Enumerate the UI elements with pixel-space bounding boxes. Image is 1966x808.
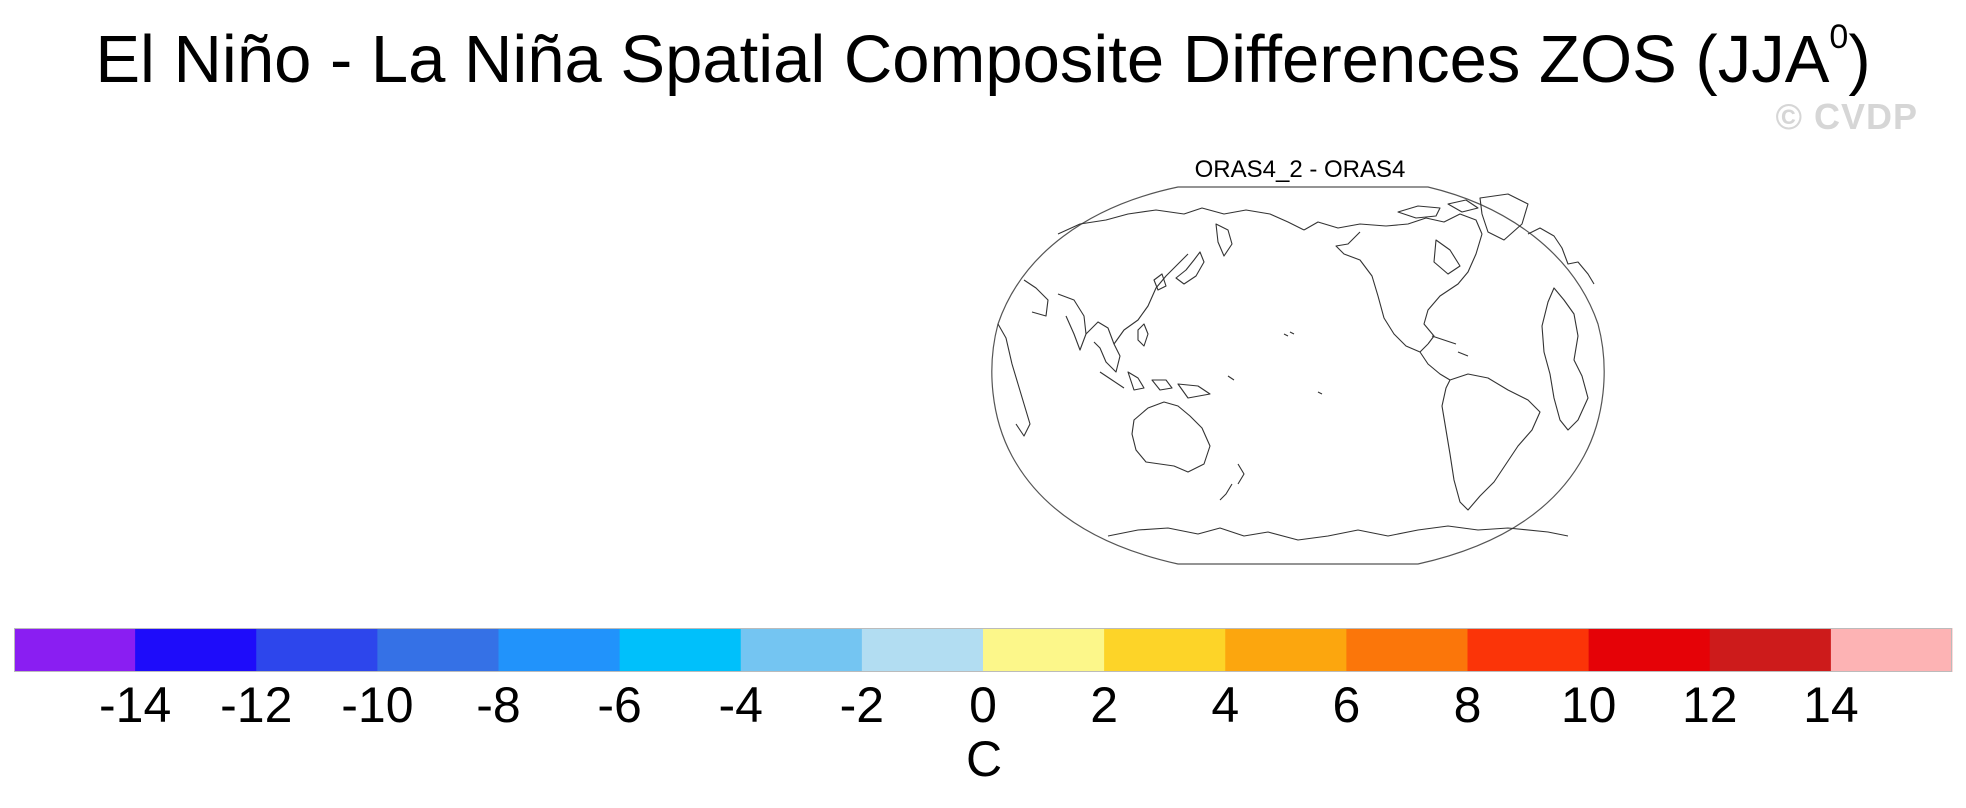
- colorbar-swatch: [498, 628, 621, 672]
- coast-canada-north: [1385, 213, 1483, 235]
- colorbar-tick-label: 6: [1332, 677, 1360, 728]
- colorbar-tick-label: -14: [99, 677, 171, 728]
- colorbar: -14 -12 -10 -8 -6 -4 -2 0 2 4 6 8 10 12 14: [14, 628, 1953, 728]
- colorbar-tick-label: 0: [969, 677, 997, 728]
- coast-arctic-islands: [1397, 199, 1479, 219]
- coast-antarctica: [1107, 525, 1569, 541]
- coast-hudson-bay: [1433, 239, 1461, 275]
- colorbar-swatch: [619, 628, 742, 672]
- coast-alaska: [1303, 221, 1387, 231]
- coast-africa: [1541, 287, 1589, 431]
- coast-philippines: [1137, 323, 1149, 347]
- coast-na-east: [1423, 233, 1483, 345]
- figure-title: El Niño - La Niña Spatial Composite Diff…: [0, 20, 1966, 93]
- coast-arabia: [1023, 279, 1049, 317]
- colorbar-tick-label: 12: [1682, 677, 1738, 728]
- colorbar-swatch: [14, 628, 136, 672]
- colorbar-tick-label: -2: [840, 677, 884, 728]
- coast-australia: [1131, 401, 1211, 473]
- colorbar-tick-label: 4: [1211, 677, 1239, 728]
- figure-title-close: ): [1848, 22, 1871, 97]
- coastlines: [997, 193, 1595, 541]
- coast-south-america: [1441, 373, 1541, 511]
- colorbar-tick-label: -12: [220, 677, 292, 728]
- colorbar-frame: [14, 628, 1952, 672]
- coast-pacific-islands: [1227, 331, 1323, 395]
- colorbar-swatch: [135, 628, 257, 672]
- coast-greenland: [1479, 193, 1529, 241]
- colorbar-tick-label: -6: [597, 677, 641, 728]
- colorbar-tick-label: -10: [341, 677, 413, 728]
- coast-na-west: [1335, 231, 1429, 353]
- colorbar-swatch: [377, 628, 500, 672]
- coast-europe: [1527, 227, 1595, 285]
- coast-japan: [1175, 251, 1205, 285]
- map-boundary: [991, 186, 1605, 565]
- coast-se-asia: [1085, 321, 1121, 373]
- coast-caribbean: [1431, 335, 1469, 357]
- cvdp-watermark: © CVDP: [1775, 96, 1918, 137]
- colorbar-tick-label: 14: [1803, 677, 1859, 728]
- colorbar-tick-label: -4: [719, 677, 763, 728]
- figure-title-text: El Niño - La Niña Spatial Composite Diff…: [95, 22, 1830, 97]
- coast-central-america: [1419, 351, 1451, 381]
- coast-china: [1113, 253, 1189, 345]
- colorbar-swatch: [1225, 628, 1347, 672]
- coast-eurasia-north: [1057, 207, 1305, 235]
- colorbar-swatch: [740, 628, 863, 672]
- coast-new-zealand: [1219, 463, 1245, 501]
- colorbar-swatch: [1467, 628, 1590, 672]
- colorbar-swatch: [256, 628, 378, 672]
- coast-indonesia: [1099, 371, 1211, 399]
- colorbar-tick-label: 2: [1090, 677, 1118, 728]
- colorbar-tick-label: 8: [1454, 677, 1482, 728]
- coast-africa-east-left: [997, 323, 1031, 437]
- colorbar-swatch: [1104, 628, 1226, 672]
- colorbar-swatch: [983, 628, 1105, 672]
- coast-kamchatka: [1215, 223, 1233, 257]
- world-map: [991, 186, 1605, 565]
- figure-title-superscript: 0: [1829, 18, 1849, 56]
- colorbar-tick-label: 10: [1561, 677, 1617, 728]
- coast-india: [1057, 293, 1087, 351]
- colorbar-tick-label: -8: [476, 677, 520, 728]
- colorbar-units-label: C: [965, 731, 1003, 787]
- colorbar-swatch: [1588, 628, 1711, 672]
- coast-korea: [1153, 273, 1167, 291]
- panel-title: ORAS4_2 - ORAS4: [1194, 156, 1406, 183]
- colorbar-swatch: [1830, 628, 1953, 672]
- colorbar-swatch: [1709, 628, 1832, 672]
- colorbar-swatch: [1346, 628, 1469, 672]
- colorbar-swatch: [861, 628, 984, 672]
